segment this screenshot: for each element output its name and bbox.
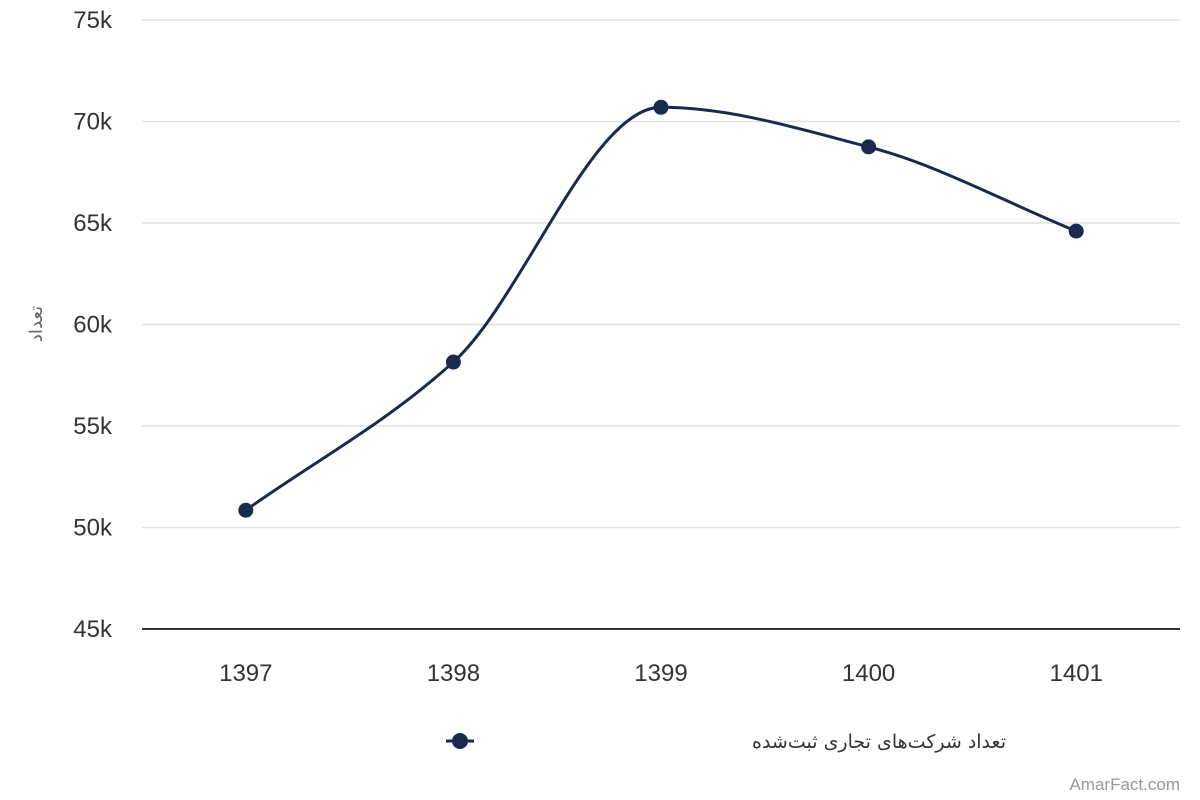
x-tick-label: 1397 [219,660,272,687]
legend-series-marker [452,733,468,749]
legend-series-label: تعداد شرکت‌های تجاری ثبت‌شده [752,731,1006,753]
x-tick-label: 1398 [427,660,480,687]
y-tick-label: 70k [73,109,113,136]
y-tick-label: 65k [73,210,113,237]
grid-lines [142,19,1180,529]
data-point[interactable] [1068,223,1084,239]
y-tick-label: 60k [73,312,113,339]
y-axis-title: تعداد [26,306,47,342]
x-tick-label: 1400 [842,660,895,687]
y-tick-label: 45k [73,616,113,643]
series-line [244,105,1077,512]
y-axis-ticks: 45k 50k 55k 60k 65k 70k 75k [73,7,113,643]
y-tick-label: 55k [73,413,113,440]
data-point[interactable] [238,502,254,518]
x-tick-label: 1399 [634,660,687,687]
x-tick-label: 1401 [1050,660,1103,687]
credit-link[interactable]: AmarFact.com [1069,775,1180,794]
y-tick-label: 50k [73,515,113,542]
y-tick-label: 75k [73,7,113,34]
data-point[interactable] [445,354,461,370]
data-point[interactable] [653,99,669,115]
data-point[interactable] [861,139,877,155]
x-axis-ticks: 1397 1398 1399 1400 1401 [219,660,1103,687]
series-layer [238,99,1084,518]
legend[interactable]: تعداد شرکت‌های تجاری ثبت‌شده [446,731,1006,753]
